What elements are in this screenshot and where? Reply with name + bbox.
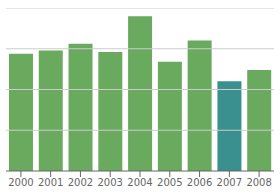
svg-text:2007: 2007	[217, 177, 242, 188]
svg-text:2005: 2005	[157, 177, 182, 188]
svg-text:2008: 2008	[246, 177, 271, 188]
svg-text:2006: 2006	[187, 177, 212, 188]
svg-text:2001: 2001	[38, 177, 63, 188]
svg-text:2004: 2004	[127, 177, 152, 188]
svg-text:2002: 2002	[68, 177, 93, 188]
svg-text:2000: 2000	[8, 177, 33, 188]
svg-text:2003: 2003	[97, 177, 122, 188]
